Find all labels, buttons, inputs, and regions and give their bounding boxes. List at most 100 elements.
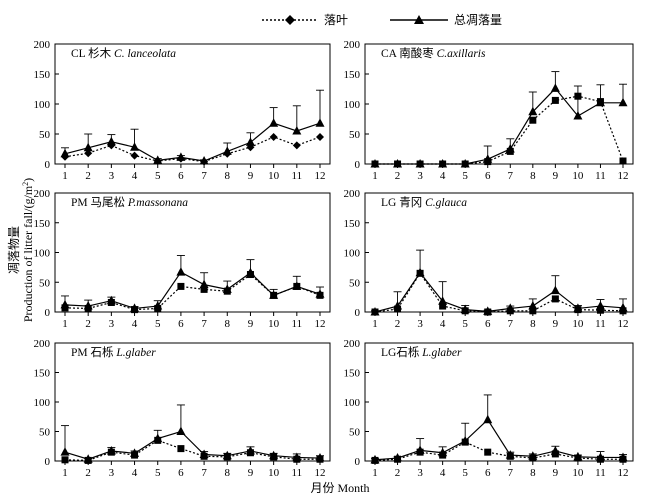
legend-total-marker <box>414 15 424 24</box>
y-axis-title-en-sup: 2 <box>21 182 30 186</box>
x-tick-label: 2 <box>85 467 91 479</box>
total-point <box>618 452 628 461</box>
total-point <box>393 159 403 168</box>
total-point <box>393 453 403 462</box>
y-axis-title-en-close: ) <box>21 178 35 182</box>
x-tick-label: 1 <box>62 170 68 182</box>
panel-title-latin: P.massonana <box>127 197 188 209</box>
x-tick-label: 4 <box>132 318 138 330</box>
total-point <box>370 307 380 316</box>
total-point <box>199 279 209 289</box>
legend-litter-label: 落叶 <box>324 13 348 27</box>
x-tick-label: 4 <box>440 318 446 330</box>
y-tick-label: 100 <box>34 248 51 260</box>
panel-title-latin: C. lanceolata <box>114 48 176 60</box>
total-point <box>528 301 538 310</box>
x-tick-label: 3 <box>109 467 115 479</box>
x-tick-label: 2 <box>395 318 401 330</box>
x-tick-label: 5 <box>155 318 161 330</box>
panel-title: CA 南酸枣 C.axillaris <box>381 46 486 60</box>
x-tick-label: 1 <box>372 318 378 330</box>
x-tick-label: 12 <box>618 170 629 182</box>
y-tick-label: 150 <box>34 69 51 81</box>
total-point <box>199 449 209 459</box>
x-tick-label: 9 <box>248 318 254 330</box>
total-point <box>483 306 493 315</box>
series-total-line <box>64 271 321 310</box>
total-point <box>60 447 70 456</box>
x-tick-label: 12 <box>618 318 629 330</box>
litter-point <box>61 456 69 464</box>
y-tick-label: 50 <box>39 129 51 141</box>
x-tick-label: 9 <box>553 467 559 479</box>
litter-point <box>316 133 324 141</box>
x-tick-label: 5 <box>155 170 161 182</box>
total-point <box>130 142 140 151</box>
x-tick-label: 7 <box>201 318 207 330</box>
total-point <box>176 152 186 161</box>
total-point <box>199 156 209 165</box>
total-point <box>438 447 448 457</box>
x-tick-label: 11 <box>292 170 303 182</box>
total-point <box>60 299 70 309</box>
panel-title: LG 青冈 C.glauca <box>381 196 467 209</box>
total-point <box>595 97 605 107</box>
x-tick-label: 7 <box>508 467 514 479</box>
litter-point <box>439 302 447 310</box>
y-axis-title: 凋落物量 <box>7 226 21 274</box>
panel-title-latin: L.glaber <box>115 347 156 359</box>
x-tick-label: 2 <box>85 170 91 182</box>
total-point <box>415 159 425 168</box>
panel-title-prefix: LG 青冈 <box>381 196 425 209</box>
litter-point <box>269 133 278 141</box>
x-tick-label: 9 <box>553 318 559 330</box>
total-point <box>528 451 538 460</box>
litter-point <box>200 285 208 293</box>
total-point <box>153 301 163 310</box>
total-point <box>315 289 325 298</box>
x-tick-label: 2 <box>85 318 91 330</box>
panel-title: PM 马尾松 P.massonana <box>71 195 188 209</box>
y-tick-label: 200 <box>34 39 51 51</box>
panel-title: PM 石栎 L.glaber <box>71 345 156 359</box>
total-point <box>370 454 380 464</box>
x-tick-label: 3 <box>417 170 423 182</box>
litter-point <box>551 295 559 303</box>
x-tick-label: 7 <box>201 467 207 479</box>
y-tick-label: 0 <box>45 159 51 171</box>
x-tick-label: 2 <box>395 467 401 479</box>
x-tick-label: 6 <box>178 467 184 479</box>
x-tick-label: 9 <box>248 170 254 182</box>
total-point <box>550 83 560 92</box>
total-point <box>415 267 425 277</box>
y-tick-label: 50 <box>39 277 51 289</box>
series-total-line <box>374 271 624 313</box>
total-point <box>176 426 186 435</box>
y-tick-label: 200 <box>344 39 361 51</box>
total-point <box>438 296 448 305</box>
total-point <box>106 295 116 305</box>
total-point <box>505 450 515 459</box>
x-tick-label: 12 <box>618 467 629 479</box>
x-tick-label: 3 <box>417 318 423 330</box>
total-point <box>222 284 232 293</box>
x-tick-label: 6 <box>178 170 184 182</box>
total-point <box>245 445 255 455</box>
x-tick-label: 9 <box>248 467 254 479</box>
panel-title: LG石栎 L.glaber <box>381 345 462 359</box>
panel-title-prefix: LG石栎 <box>381 345 422 359</box>
x-tick-label: 10 <box>572 170 584 182</box>
x-tick-label: 1 <box>62 318 68 330</box>
y-tick-label: 100 <box>344 248 361 260</box>
panel-title-prefix: CA 南酸枣 <box>381 46 437 60</box>
y-tick-label: 150 <box>344 218 361 230</box>
x-tick-label: 10 <box>572 467 584 479</box>
litter-point <box>292 141 301 150</box>
x-tick-label: 8 <box>225 170 231 182</box>
total-point <box>505 303 515 312</box>
